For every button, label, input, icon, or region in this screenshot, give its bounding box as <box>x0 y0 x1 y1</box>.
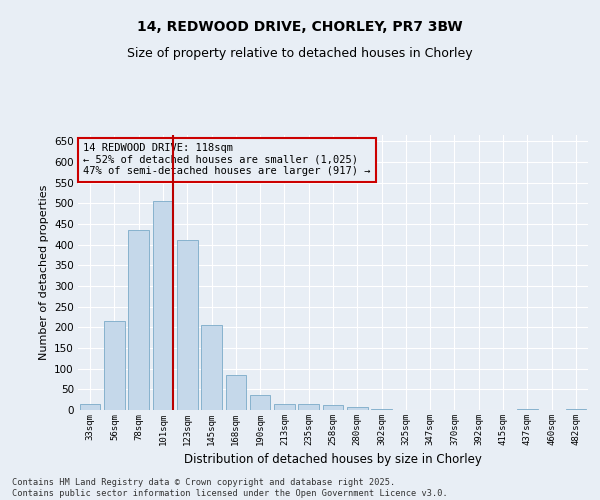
Bar <box>566 409 586 410</box>
Bar <box>152 201 173 410</box>
Bar <box>226 375 246 410</box>
Y-axis label: Number of detached properties: Number of detached properties <box>38 185 49 360</box>
Bar <box>274 404 295 410</box>
Bar <box>347 406 368 410</box>
Bar <box>371 409 392 410</box>
Bar <box>128 230 149 410</box>
Text: Contains HM Land Registry data © Crown copyright and database right 2025.
Contai: Contains HM Land Registry data © Crown c… <box>12 478 448 498</box>
Bar <box>177 240 197 410</box>
Bar <box>298 404 319 410</box>
Bar <box>323 406 343 410</box>
Text: 14, REDWOOD DRIVE, CHORLEY, PR7 3BW: 14, REDWOOD DRIVE, CHORLEY, PR7 3BW <box>137 20 463 34</box>
Text: Size of property relative to detached houses in Chorley: Size of property relative to detached ho… <box>127 48 473 60</box>
Bar <box>250 394 271 410</box>
Text: 14 REDWOOD DRIVE: 118sqm
← 52% of detached houses are smaller (1,025)
47% of sem: 14 REDWOOD DRIVE: 118sqm ← 52% of detach… <box>83 143 371 176</box>
Bar <box>201 325 222 410</box>
Bar <box>517 409 538 410</box>
Bar <box>80 404 100 410</box>
Bar <box>104 321 125 410</box>
X-axis label: Distribution of detached houses by size in Chorley: Distribution of detached houses by size … <box>184 454 482 466</box>
